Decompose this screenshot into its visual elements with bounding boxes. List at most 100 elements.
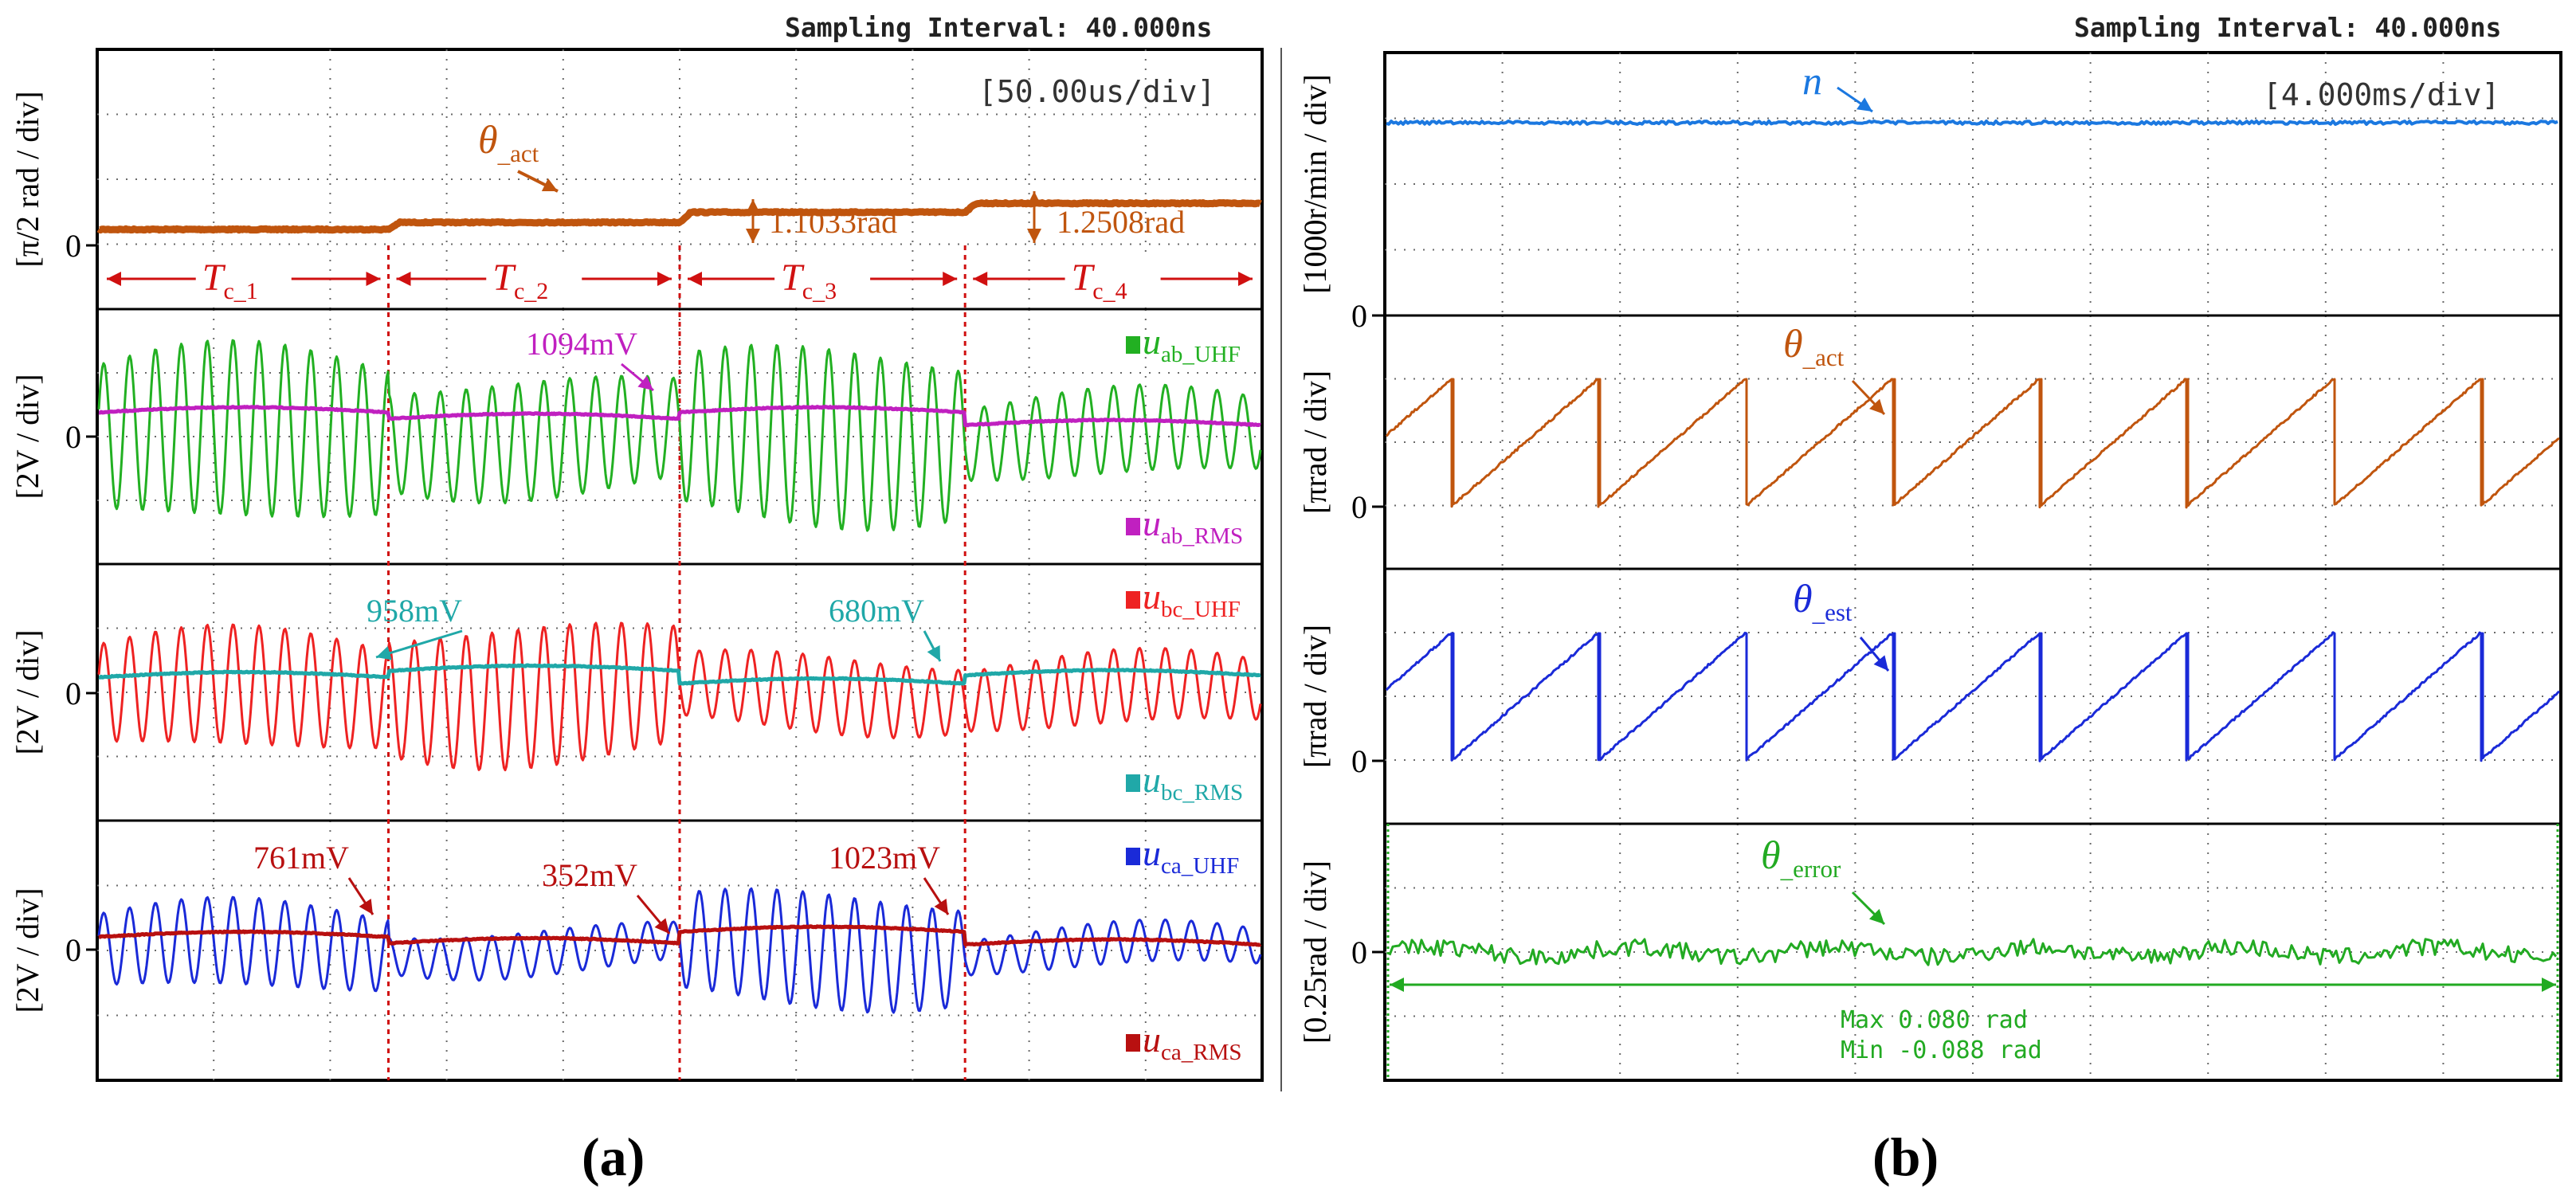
channel-0-zero-label: 0 (65, 228, 81, 264)
panel-b: Sampling Interval: 40.000ns Max 0.080 ra… (1297, 12, 2562, 1187)
panel-b-header: Sampling Interval: 40.000ns (2074, 12, 2501, 43)
channel-1-zero-label: 0 (65, 419, 81, 455)
channel-3-zero-label: 0 (65, 932, 81, 968)
annotation-2-dim-up-head (1027, 191, 1041, 206)
legend-u_ab-rms-sub: ab_RMS (1161, 523, 1243, 549)
segment-1-label: Tc_1 (202, 257, 258, 304)
panel-b-traces (1385, 120, 2561, 1080)
panel-a-traces (96, 199, 1263, 1014)
legend-u_ab-rms-main: u (1143, 503, 1161, 543)
annotation-u_bc-1: 680mV (829, 593, 924, 629)
legend-u_ab-rms: uab_RMS (1143, 503, 1243, 549)
annotation-1-dim-up-head (746, 199, 760, 214)
annotation-u_ab-0-pointer (621, 362, 654, 392)
annotation-1-dim-up (746, 199, 760, 221)
legend-u_bc-rms-swatch (1126, 774, 1140, 792)
segment-3-arrow-right-head (943, 272, 958, 286)
segment-2-arrow-right-head (657, 272, 672, 286)
annotation-2-dim-down-head (1027, 229, 1041, 243)
theta-act-label-sub: _act (497, 139, 539, 167)
theta-error-max: Max 0.080 rad (1841, 1006, 2028, 1034)
panel-b-frame (1383, 51, 2562, 1082)
legend-u_bc-rms-sub: bc_RMS (1161, 780, 1243, 805)
legend-u_ab-uhf: uab_UHF (1143, 321, 1241, 367)
segment-2-arrow-left-head (396, 272, 411, 286)
channel-theta_est-sawtooth-2 (1385, 631, 2561, 762)
channel-3-ylabel: [2V / div] (10, 888, 45, 1013)
b-theta-act-label-sub: _act (1802, 343, 1845, 371)
theta-est-label-main: θ (1793, 576, 1813, 621)
speed-label: n (1802, 58, 1822, 103)
b-channel-2-ylabel: [πrad / div] (1297, 625, 1333, 768)
annotation-theta-1: 1.1033rad (769, 204, 897, 240)
panel-b-time-scale: [4.000ms/div] (2263, 77, 2500, 112)
legend-u_bc-rms: ubc_RMS (1143, 759, 1243, 805)
annotation-u_ca-0: 761mV (253, 840, 349, 876)
panel-a-label: (a) (582, 1127, 645, 1187)
legend-u_ab-uhf-main: u (1143, 321, 1161, 362)
legend-u_ab-rms-swatch (1126, 518, 1140, 535)
segment-3-label-bg (774, 255, 871, 303)
annotation-u_ab-0: 1094mV (526, 326, 637, 362)
legend-u_bc-uhf-main: u (1143, 576, 1161, 617)
channel-u_ca-rms-trace (98, 924, 1262, 947)
segment-4-label-bg (1065, 255, 1161, 303)
theta-act-label-main: θ (478, 117, 498, 162)
theta-est-pointer-head (1873, 655, 1888, 671)
b-channel-0-zero-label: 0 (1351, 298, 1367, 334)
b-channel-1-ylabel: [πrad / div] (1297, 370, 1333, 514)
annotation-u_ca-0-pointer (347, 877, 374, 915)
segment-1-label-main: T (202, 257, 226, 299)
segment-1-arrow-right-head (366, 272, 381, 286)
legend-u_ca-uhf-main: u (1143, 833, 1161, 873)
legend-u_ab-uhf-swatch (1126, 336, 1140, 354)
legend-u_ca-rms: uca_RMS (1143, 1019, 1242, 1065)
b-theta-act-pointer (1851, 379, 1886, 416)
segment-1-label-sub: c_1 (223, 278, 257, 304)
channel-u_ab-rms-trace (98, 405, 1261, 428)
segment-3-label-main: T (781, 257, 805, 299)
legend-u_ca-uhf-swatch (1126, 848, 1140, 865)
panel-a-header: Sampling Interval: 40.000ns (785, 12, 1212, 43)
legend-u_ca-rms-swatch (1126, 1034, 1140, 1052)
annotation-u_ca-2-pointer-head (934, 899, 948, 915)
annotation-u_bc-0-pointer-shaft (375, 629, 463, 659)
b-theta-act-label-main: θ (1783, 321, 1803, 366)
segment-3-label-sub: c_3 (802, 278, 837, 304)
segment-4-arrow-left-head (973, 272, 988, 286)
channel-u_bc-rms-trace (98, 663, 1261, 686)
annotation-2-dim-up (1027, 191, 1041, 217)
annotation-u_bc-0-pointer-head (376, 646, 392, 660)
panel-a-time-scale: [50.00us/div] (978, 74, 1215, 109)
legend-u_bc-uhf-sub: bc_UHF (1161, 597, 1241, 622)
annotation-u_ab-0-pointer-head (637, 375, 653, 390)
theta-act-pointer-head (541, 178, 558, 191)
segment-2-label-main: T (492, 257, 516, 299)
b-channel-1-zero-label: 0 (1351, 489, 1367, 525)
panel-a: Sampling Interval: 40.000ns Tc_1 Tc_2 Tc_3… (10, 12, 1264, 1187)
segment-1-arrow-left-head (107, 272, 121, 286)
channel-theta_act-sawtooth-1 (1385, 378, 2560, 509)
annotation-u_ca-0-pointer-head (359, 899, 373, 915)
b-channel-3-ylabel: [0.25rad / div] (1297, 860, 1333, 1044)
b-theta-act-pointer-head (1869, 398, 1884, 414)
annotation-u_bc-1-pointer-head (927, 645, 940, 661)
annotation-u_ca-1-pointer (636, 895, 671, 935)
panel-a-grid (97, 49, 1262, 1080)
panel-b-label: (b) (1872, 1127, 1939, 1187)
legend-u_ca-rms-sub: ca_RMS (1161, 1040, 1242, 1065)
annotation-u_bc-0-pointer (375, 629, 463, 660)
theta-error-label-main: θ (1761, 833, 1781, 877)
segment-4-label-main: T (1072, 257, 1096, 299)
theta-est-pointer (1859, 637, 1890, 672)
channel-1-ylabel: [2V / div] (10, 374, 45, 499)
legend-u_bc-uhf-swatch (1126, 591, 1140, 609)
b-channel-2-zero-label: 0 (1351, 743, 1367, 779)
theta-error-trace (1388, 938, 2558, 966)
channel-0-ylabel: [π/2 rad / div] (10, 91, 45, 267)
panel-b-grid (1385, 53, 2561, 1080)
annotation-theta-2: 1.2508rad (1057, 204, 1185, 240)
legend-u_bc-rms-main: u (1143, 759, 1161, 800)
segment-2-label-sub: c_2 (514, 278, 548, 304)
